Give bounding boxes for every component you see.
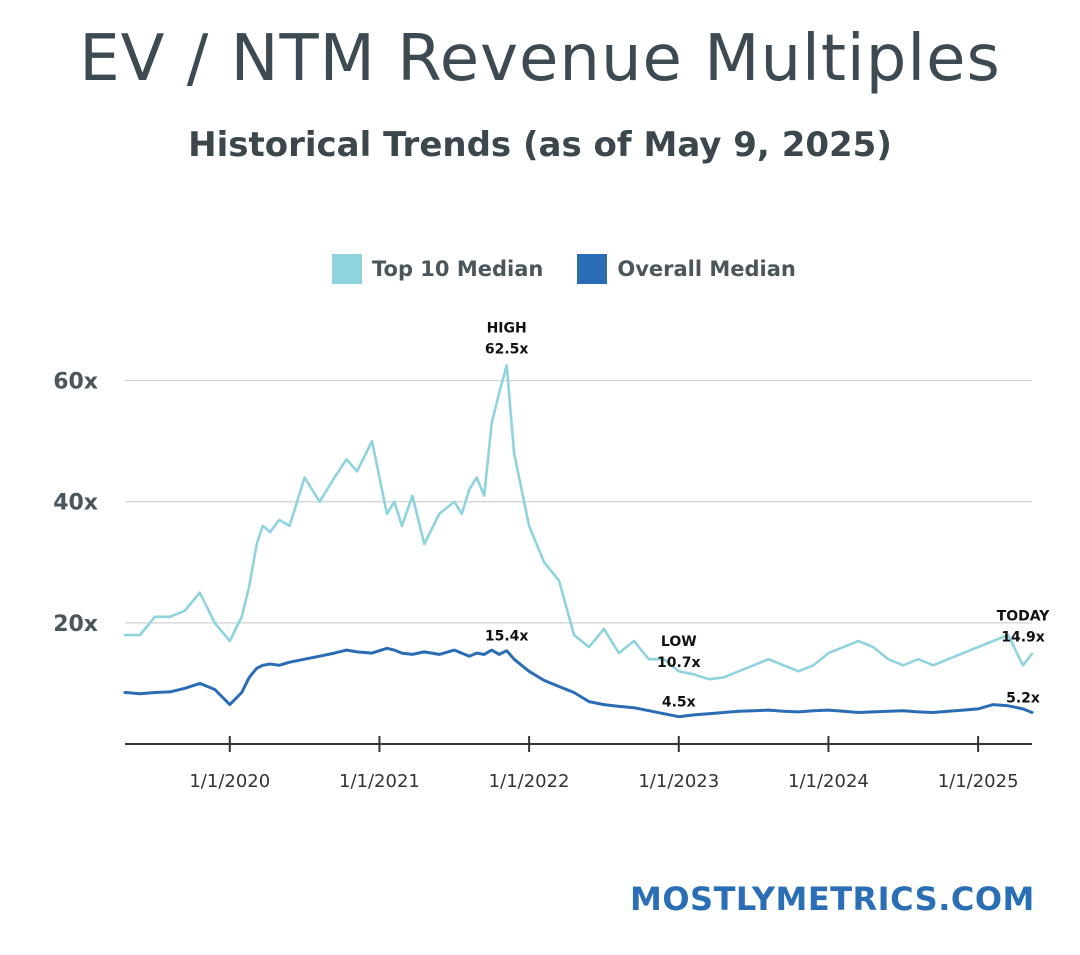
data-label: 14.9x [1001,630,1045,646]
x-tick-label: 1/1/2021 [339,771,420,792]
x-tick-label: 1/1/2022 [489,771,570,792]
data-label: 10.7x [657,655,701,671]
x-tick-label: 1/1/2024 [788,771,869,792]
series-line-overall[interactable] [123,646,1034,719]
annotations: HIGH 62.5x LOW 10.7x TODAY 14.9x 15.4x 4.5x 5.2x [485,320,1050,710]
x-tick-label: 1/1/2025 [938,771,1019,792]
data-label: 4.5x [662,695,696,711]
subtitle-prefix: Historical Trends (as of [188,125,632,165]
subtitle-suffix: ) [876,125,892,165]
x-tick-label: 1/1/2023 [638,771,719,792]
data-label: 15.4x [485,629,529,645]
series-lines [123,364,1034,719]
chart-title: EV / NTM Revenue Multiples [79,22,1001,96]
legend-label-overall: Overall Median [617,257,796,281]
grid-lines [125,379,1032,624]
legend-swatch-top10 [332,254,362,284]
legend-item-top10[interactable]: Top 10 Median [332,254,543,284]
y-tick-label: 40x [53,491,98,516]
legend-item-overall[interactable]: Overall Median [577,254,796,284]
legend-swatch-overall [577,254,608,284]
y-tick-label: 60x [53,370,98,395]
data-label: 62.5x [485,341,529,357]
chart-legend: Top 10 Median Overall Median [332,254,830,284]
legend-label-top10: Top 10 Median [372,257,544,281]
subtitle-date: May 9, 2025 [643,125,877,165]
footer-brand[interactable]: MOSTLYMETRICS.COM [630,880,1035,918]
series-line-top10[interactable] [123,364,1034,681]
data-label: HIGH [487,320,527,336]
data-label: TODAY [997,609,1051,625]
chart-subtitle: Historical Trends (as of May 9, 2025) [0,125,1080,165]
data-label: 5.2x [1006,691,1040,707]
x-tick-label: 1/1/2020 [189,771,270,792]
y-tick-label: 20x [53,612,98,637]
data-label: LOW [661,634,697,650]
axes: 20x 40x 60x 1/1/2020 1/1/2021 1/1/2022 1/1/202… [53,370,1032,792]
